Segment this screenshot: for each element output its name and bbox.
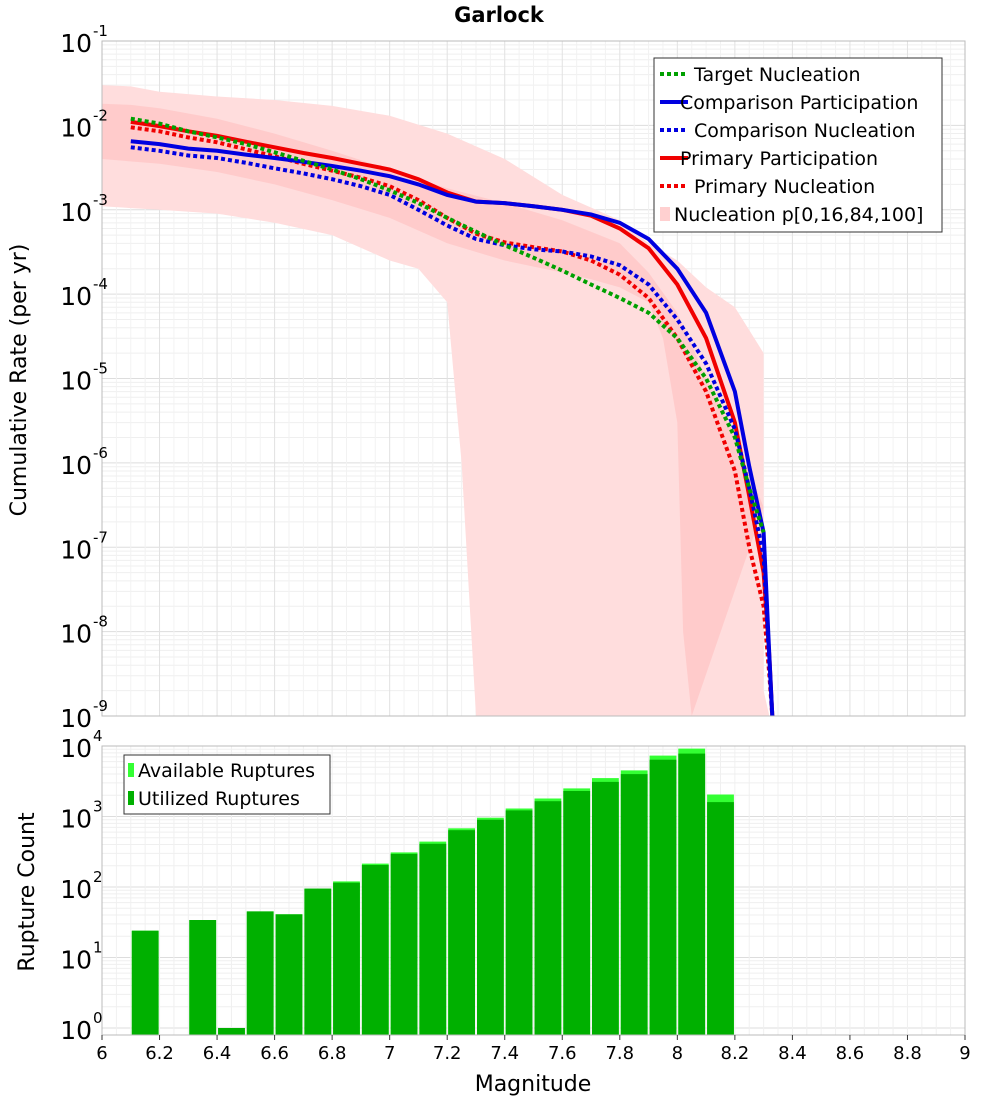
bar-utilized-ruptures bbox=[534, 801, 562, 1035]
bar-utilized-ruptures bbox=[189, 920, 217, 1035]
legend-swatch bbox=[128, 791, 134, 805]
bottom-y-axis-label: Rupture Count bbox=[15, 812, 40, 972]
x-tick-label: 7.8 bbox=[605, 1043, 634, 1064]
y-tick-exponent: -5 bbox=[93, 360, 108, 378]
legend-label: Primary Nucleation bbox=[694, 176, 875, 198]
y-tick-label: 10 bbox=[60, 113, 92, 142]
y-tick-exponent: 2 bbox=[93, 868, 103, 886]
y-tick-exponent: 0 bbox=[93, 1009, 103, 1027]
x-tick-labels: 6 6.2 6.4 6.6 6.8 7 7.2 7.4 7.6 7.8 8 8.2 8.4 8.6 8.8 9 bbox=[96, 1035, 971, 1064]
y-tick-exponent: -2 bbox=[93, 106, 108, 124]
x-tick-label: 8.6 bbox=[836, 1043, 865, 1064]
y-tick-label: 10 bbox=[60, 1016, 92, 1045]
bar-utilized-ruptures bbox=[361, 865, 389, 1035]
y-tick-label: 10 bbox=[60, 198, 92, 227]
bar-utilized-ruptures bbox=[477, 819, 504, 1035]
bar-utilized-ruptures bbox=[649, 759, 677, 1035]
top-y-tick-labels: 10-910-810-710-610-510-410-310-210-1 bbox=[60, 22, 108, 733]
x-tick-label: 6.4 bbox=[203, 1043, 232, 1064]
y-tick-exponent: -3 bbox=[93, 191, 108, 209]
top-legend-box bbox=[653, 57, 943, 233]
y-tick-exponent: -8 bbox=[93, 613, 108, 631]
bar-utilized-ruptures bbox=[304, 888, 332, 1035]
legend-swatch bbox=[128, 763, 134, 777]
x-tick-label: 6.8 bbox=[318, 1043, 347, 1064]
bar-utilized-ruptures bbox=[448, 830, 475, 1035]
x-tick-label: 7.2 bbox=[433, 1043, 462, 1064]
x-tick-label: 8.8 bbox=[893, 1043, 922, 1064]
bar-utilized-ruptures bbox=[218, 1028, 245, 1035]
y-tick-label: 10 bbox=[60, 620, 92, 649]
top-y-axis-label: Cumulative Rate (per yr) bbox=[7, 244, 32, 517]
top-legend: Target Nucleation Comparison Participatio… bbox=[653, 57, 943, 233]
legend-swatch-band bbox=[660, 207, 670, 221]
series-line-comparison-participation bbox=[130, 139, 775, 717]
bar-utilized-ruptures bbox=[592, 781, 619, 1035]
bar-utilized-ruptures bbox=[131, 930, 159, 1035]
legend-label: Target Nucleation bbox=[693, 64, 861, 86]
legend-label: Available Ruptures bbox=[138, 760, 315, 782]
x-tick-label: 7.4 bbox=[490, 1043, 519, 1064]
y-tick-label: 10 bbox=[60, 282, 92, 311]
series-line-comparison-nucleation bbox=[130, 145, 775, 717]
x-axis-label: Magnitude bbox=[475, 1072, 592, 1097]
legend-label: Nucleation p[0,16,84,100] bbox=[674, 204, 923, 226]
bar-utilized-ruptures bbox=[563, 791, 591, 1035]
y-tick-label: 10 bbox=[60, 946, 92, 975]
x-tick-label: 6 bbox=[96, 1043, 107, 1064]
bottom-plot-frame bbox=[101, 745, 966, 1036]
legend-label: Primary Participation bbox=[680, 148, 878, 170]
legend-label: Comparison Participation bbox=[680, 92, 918, 114]
bottom-legend-box bbox=[123, 754, 331, 815]
bar-utilized-ruptures bbox=[246, 911, 274, 1035]
bar-utilized-ruptures bbox=[620, 774, 648, 1035]
y-tick-exponent: -1 bbox=[93, 22, 108, 40]
y-tick-label: 10 bbox=[60, 367, 92, 396]
series-line-target-nucleation bbox=[130, 116, 766, 534]
bar-utilized-ruptures bbox=[505, 810, 533, 1035]
y-tick-exponent: 3 bbox=[93, 798, 103, 816]
bar-utilized-ruptures bbox=[678, 753, 706, 1035]
y-tick-label: 10 bbox=[60, 875, 92, 904]
y-tick-label: 10 bbox=[60, 535, 92, 564]
x-tick-label: 6.6 bbox=[260, 1043, 289, 1064]
bar-utilized-ruptures bbox=[390, 853, 418, 1035]
x-tick-label: 6.2 bbox=[145, 1043, 174, 1064]
rate-series-lines bbox=[130, 116, 775, 717]
x-tick-label: 8.2 bbox=[721, 1043, 750, 1064]
y-tick-exponent: -9 bbox=[93, 697, 108, 715]
top-plot-frame bbox=[101, 40, 966, 717]
bar-utilized-ruptures bbox=[707, 802, 734, 1035]
y-tick-exponent: 1 bbox=[93, 939, 103, 957]
x-tick-label: 7.6 bbox=[548, 1043, 577, 1064]
legend-label: Comparison Nucleation bbox=[694, 120, 916, 142]
x-tick-label: 8 bbox=[672, 1043, 683, 1064]
bottom-legend: Available Ruptures Utilized Ruptures bbox=[123, 754, 331, 815]
bar-utilized-ruptures bbox=[333, 882, 360, 1035]
x-tick-label: 9 bbox=[959, 1043, 970, 1064]
cumulative-rate-plot: 10-910-810-710-610-510-410-310-210-1 Cum… bbox=[7, 22, 966, 733]
x-tick-label: 8.4 bbox=[778, 1043, 807, 1064]
bar-utilized-ruptures bbox=[419, 843, 447, 1035]
legend-label: Utilized Ruptures bbox=[138, 788, 300, 810]
y-tick-exponent: -4 bbox=[93, 275, 108, 293]
y-tick-exponent: -7 bbox=[93, 528, 108, 546]
y-tick-exponent: 4 bbox=[93, 727, 103, 745]
y-tick-label: 10 bbox=[60, 805, 92, 834]
y-tick-exponent: -6 bbox=[93, 444, 108, 462]
y-tick-label: 10 bbox=[60, 734, 92, 763]
x-tick-label: 7 bbox=[384, 1043, 395, 1064]
y-tick-label: 10 bbox=[60, 29, 92, 58]
y-tick-label: 10 bbox=[60, 451, 92, 480]
chart-title: Garlock bbox=[454, 3, 545, 27]
y-tick-label: 10 bbox=[60, 704, 92, 733]
bar-utilized-ruptures bbox=[275, 914, 303, 1035]
rupture-count-bars bbox=[131, 748, 734, 1035]
